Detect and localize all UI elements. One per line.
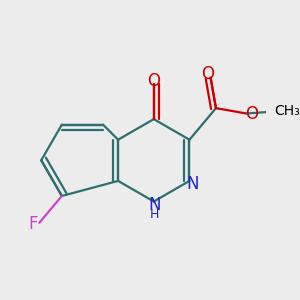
Text: O: O	[147, 72, 160, 90]
Text: O: O	[202, 65, 214, 83]
Text: H: H	[150, 208, 159, 221]
Text: O: O	[245, 104, 258, 122]
Text: CH₃: CH₃	[274, 104, 300, 118]
Text: F: F	[28, 215, 38, 233]
Text: N: N	[148, 196, 161, 214]
Text: N: N	[187, 175, 199, 193]
